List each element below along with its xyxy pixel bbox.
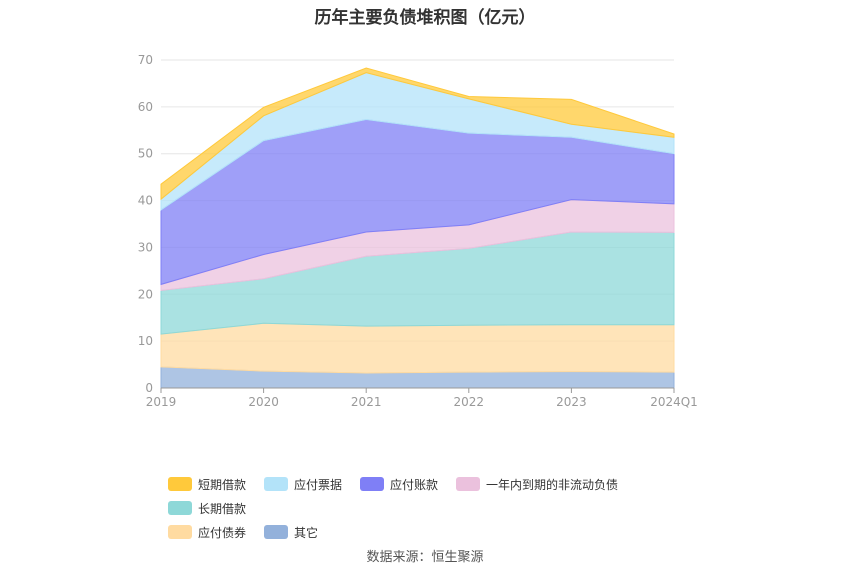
legend-swatch bbox=[360, 477, 385, 491]
x-tick-label: 2024Q1 bbox=[650, 395, 698, 409]
y-tick-label: 30 bbox=[138, 240, 153, 254]
y-tick-label: 10 bbox=[138, 334, 153, 348]
y-tick-label: 60 bbox=[138, 100, 153, 114]
legend-swatch bbox=[168, 477, 192, 491]
legend-item[interactable]: 一年内到期的非流动负债 bbox=[456, 472, 618, 496]
legend-label: 应付账款 bbox=[390, 477, 439, 492]
y-tick-labels: 0 10 20 30 40 50 60 70 bbox=[138, 53, 153, 395]
x-tick-labels: 2019 2020 2021 2022 2023 2024Q1 bbox=[146, 395, 698, 409]
legend-label: 一年内到期的非流动负债 bbox=[486, 477, 619, 492]
legend-swatch bbox=[168, 501, 192, 515]
legend-item[interactable]: 长期借款 bbox=[168, 496, 246, 520]
legend-swatch bbox=[168, 525, 192, 539]
legend-swatch bbox=[264, 477, 289, 491]
legend: 短期借款 应付票据 应付账款 一年内到期的非流动负债长期借款应付债券 其它 bbox=[168, 472, 728, 544]
x-tick-label: 2019 bbox=[146, 395, 177, 409]
legend-swatch bbox=[264, 525, 289, 539]
chart-title: 历年主要负债堆积图（亿元） bbox=[314, 8, 536, 28]
x-tick-label: 2021 bbox=[351, 395, 382, 409]
y-tick-label: 70 bbox=[138, 53, 153, 67]
legend-swatch bbox=[456, 477, 481, 491]
axes bbox=[160, 387, 675, 393]
x-tick-label: 2020 bbox=[248, 395, 279, 409]
legend-item[interactable]: 其它 bbox=[264, 520, 318, 544]
legend-item[interactable]: 短期借款 bbox=[168, 472, 246, 496]
legend-label: 其它 bbox=[294, 525, 319, 540]
y-tick-label: 0 bbox=[145, 381, 153, 395]
legend-row: 短期借款 应付票据 应付账款 一年内到期的非流动负债长期借款 bbox=[168, 472, 728, 520]
y-tick-label: 40 bbox=[138, 194, 153, 208]
data-source: 数据来源：恒生聚源 bbox=[366, 550, 484, 565]
y-tick-label: 50 bbox=[138, 147, 153, 161]
legend-label: 短期借款 bbox=[198, 477, 247, 492]
legend-label: 应付债券 bbox=[198, 525, 247, 540]
legend-item[interactable]: 应付债券 bbox=[168, 520, 246, 544]
area-短期借款 bbox=[160, 67, 675, 201]
area-series bbox=[160, 67, 675, 389]
legend-row: 应付债券 其它 bbox=[168, 520, 728, 544]
area-应付债券 bbox=[160, 322, 675, 374]
legend-item[interactable]: 应付账款 bbox=[360, 472, 438, 496]
legend-item[interactable]: 应付票据 bbox=[264, 472, 342, 496]
x-tick-label: 2022 bbox=[454, 395, 485, 409]
x-tick-label: 2023 bbox=[556, 395, 587, 409]
legend-label: 应付票据 bbox=[294, 477, 343, 492]
legend-label: 长期借款 bbox=[198, 501, 247, 516]
y-tick-label: 20 bbox=[138, 287, 153, 301]
